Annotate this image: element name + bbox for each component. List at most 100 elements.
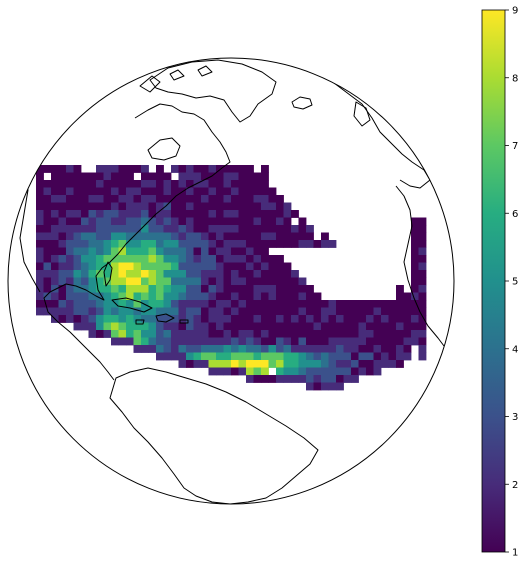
heatmap-cell [231, 240, 239, 248]
heatmap-cell [291, 330, 299, 338]
heatmap-cell [126, 270, 134, 278]
heatmap-cell [178, 330, 187, 338]
heatmap-cell [208, 195, 217, 203]
heatmap-cell [178, 262, 187, 271]
heatmap-cell [238, 337, 247, 346]
heatmap-cell [73, 217, 82, 226]
heatmap-cell [351, 352, 359, 361]
heatmap-cell [238, 345, 247, 353]
heatmap-cell [201, 255, 209, 263]
heatmap-cell [276, 345, 284, 353]
heatmap-cell [201, 232, 209, 241]
heatmap-cell [381, 337, 389, 346]
heatmap-cell [81, 255, 89, 263]
heatmap-cell [411, 247, 419, 256]
heatmap-cell [36, 210, 44, 218]
heatmap-cell [193, 232, 202, 241]
heatmap-cell [111, 292, 119, 301]
heatmap-cell [336, 367, 344, 376]
heatmap-cell [231, 165, 239, 173]
heatmap-cell [103, 322, 112, 331]
heatmap-cell [208, 352, 217, 361]
heatmap-cell [223, 277, 232, 286]
heatmap-cell [216, 232, 224, 241]
heatmap-cell [36, 300, 44, 308]
heatmap-cell [276, 217, 284, 226]
heatmap-cell [366, 330, 374, 338]
heatmap-cell [328, 315, 337, 323]
heatmap-cell [156, 202, 164, 211]
heatmap-cell [163, 172, 172, 181]
heatmap-cell [193, 180, 202, 188]
heatmap-cell [246, 367, 254, 376]
heatmap-cell [66, 262, 74, 271]
heatmap-cell [36, 285, 44, 293]
heatmap-cell [81, 270, 89, 278]
heatmap-cell [261, 180, 269, 188]
heatmap-cell [103, 187, 112, 196]
heatmap-cell [411, 330, 419, 338]
heatmap-cell [193, 292, 202, 301]
heatmap-cell [66, 292, 74, 301]
colorbar-tick-label: 8 [512, 73, 518, 84]
heatmap-cell [283, 292, 292, 301]
heatmap-cell [96, 300, 104, 308]
heatmap-cell [81, 322, 89, 331]
heatmap-cell [351, 330, 359, 338]
heatmap-cell [96, 202, 104, 211]
globe-outline [7, 57, 455, 505]
heatmap-cell [276, 352, 284, 361]
heatmap-cell [133, 307, 142, 316]
heatmap-cell [208, 292, 217, 301]
heatmap-cell [343, 345, 352, 353]
heatmap-cell [276, 337, 284, 346]
heatmap-cell [36, 202, 44, 211]
heatmap-cell [208, 270, 217, 278]
heatmap-cell [253, 300, 262, 308]
heatmap-cell [58, 217, 67, 226]
heatmap-cell [291, 345, 299, 353]
heatmap-cell [201, 187, 209, 196]
heatmap-cell [253, 292, 262, 301]
heatmap-cell [388, 330, 397, 338]
heatmap-cell [321, 337, 329, 346]
heatmap-cell [298, 217, 307, 226]
heatmap-cell [238, 300, 247, 308]
heatmap-cell [418, 262, 427, 271]
heatmap-cell [73, 292, 82, 301]
heatmap-cell [261, 300, 269, 308]
heatmap-cell [223, 322, 232, 331]
heatmap-cell [276, 285, 284, 293]
heatmap-cell [328, 352, 337, 361]
heatmap-cell [141, 322, 149, 331]
heatmap-cell [118, 232, 127, 241]
heatmap-cell [276, 255, 284, 263]
heatmap-cell [201, 240, 209, 248]
heatmap-cell [246, 255, 254, 263]
heatmap-cell [66, 225, 74, 233]
heatmap-cell [148, 195, 157, 203]
heatmap-cell [178, 337, 187, 346]
heatmap-cell [193, 172, 202, 181]
heatmap-cell [208, 225, 217, 233]
heatmap-cell [253, 367, 262, 376]
heatmap-cell [133, 247, 142, 256]
heatmap-cell [253, 375, 262, 383]
hispaniola-coast [155, 313, 175, 323]
heatmap-cell [231, 367, 239, 376]
heatmap-cell [156, 270, 164, 278]
heatmap-cell [238, 315, 247, 323]
heatmap-cell [133, 285, 142, 293]
heatmap-cell [133, 337, 142, 346]
heatmap-cell [156, 337, 164, 346]
heatmap-cell [336, 375, 344, 383]
heatmap-cell [103, 225, 112, 233]
heatmap-cell [253, 307, 262, 316]
heatmap-cell [208, 210, 217, 218]
africa-coast [395, 185, 445, 347]
heatmap-cell [126, 240, 134, 248]
heatmap-cell [268, 292, 277, 301]
heatmap-cell [81, 180, 89, 188]
heatmap-cell [36, 172, 44, 181]
heatmap-cell [283, 307, 292, 316]
